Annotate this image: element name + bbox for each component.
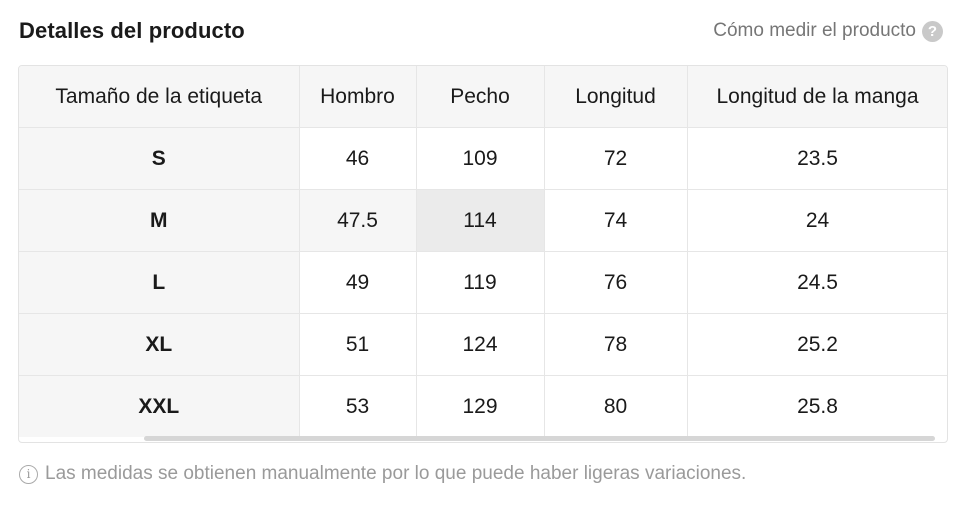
how-to-measure-label: Cómo medir el producto	[713, 20, 916, 41]
table-cell: 76	[544, 251, 688, 314]
table-cell: 23.5	[687, 127, 947, 190]
table-cell-hovered: 114	[416, 189, 545, 252]
column-header-size-label[interactable]: Tamaño de la etiqueta	[19, 66, 300, 128]
product-details-header: Detalles del producto Cómo medir el prod…	[19, 14, 943, 48]
column-header-chest[interactable]: Pecho	[416, 66, 545, 128]
table-cell: 25.8	[687, 375, 947, 437]
column-header-sleeve-length[interactable]: Longitud de la manga	[687, 66, 947, 128]
info-circle-icon: i	[19, 464, 38, 484]
table-cell: 24.5	[687, 251, 947, 314]
how-to-measure-link[interactable]: Cómo medir el producto ?	[713, 20, 943, 42]
question-circle-icon[interactable]: ?	[922, 20, 943, 42]
measurement-note-text: Las medidas se obtienen manualmente por …	[45, 463, 747, 484]
size-cell: XXL	[19, 375, 300, 437]
table-row[interactable]: XL 51 124 78 25.2	[19, 313, 947, 376]
table-cell: 46	[299, 127, 417, 190]
table-cell: 80	[544, 375, 688, 437]
table-row[interactable]: S 46 109 72 23.5	[19, 127, 947, 190]
table-cell: 24	[687, 189, 947, 252]
horizontal-scrollbar[interactable]	[19, 435, 947, 442]
size-cell: XL	[19, 313, 300, 376]
table-cell: 119	[416, 251, 545, 314]
size-cell: S	[19, 127, 300, 190]
size-cell: M	[19, 189, 300, 252]
table-cell: 72	[544, 127, 688, 190]
table-cell: 78	[544, 313, 688, 376]
table-row[interactable]: XXL 53 129 80 25.8	[19, 375, 947, 437]
scrollbar-thumb[interactable]	[144, 436, 935, 441]
table-cell: 74	[544, 189, 688, 252]
page-title: Detalles del producto	[19, 18, 245, 43]
column-header-length[interactable]: Longitud	[544, 66, 688, 128]
table-cell: 47.5	[299, 189, 417, 252]
table-cell: 129	[416, 375, 545, 437]
table-header-row: Tamaño de la etiqueta Hombro Pecho Longi…	[19, 66, 947, 128]
size-cell: L	[19, 251, 300, 314]
column-header-shoulder[interactable]: Hombro	[299, 66, 417, 128]
table-cell: 49	[299, 251, 417, 314]
size-chart-table-container: Tamaño de la etiqueta Hombro Pecho Longi…	[18, 65, 948, 443]
table-cell: 109	[416, 127, 545, 190]
table-row[interactable]: L 49 119 76 24.5	[19, 251, 947, 314]
table-cell: 51	[299, 313, 417, 376]
table-cell: 124	[416, 313, 545, 376]
table-row[interactable]: M 47.5 114 74 24	[19, 189, 947, 252]
size-chart-table: Tamaño de la etiqueta Hombro Pecho Longi…	[19, 66, 947, 437]
table-cell: 53	[299, 375, 417, 437]
measurement-note: i Las medidas se obtienen manualmente po…	[19, 463, 746, 485]
table-cell: 25.2	[687, 313, 947, 376]
